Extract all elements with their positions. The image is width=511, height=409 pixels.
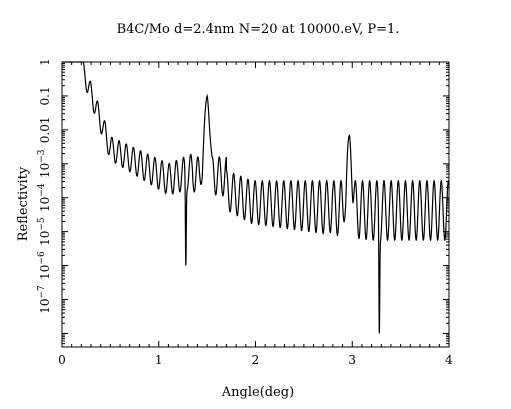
y-tick-label: 10−6: [37, 251, 52, 280]
y-tick-label: 10−7: [37, 285, 52, 314]
x-tick-label: 0: [58, 353, 66, 367]
y-tick-label: 0.01: [38, 116, 52, 143]
y-tick-label: 10−5: [37, 217, 52, 246]
reflectivity-curve: [62, 61, 450, 334]
x-tick-label: 2: [252, 353, 260, 367]
chart-title: B4C/Mo d=2.4nm N=20 at 10000.eV, P=1.: [117, 22, 400, 37]
plot-axes: 0 1 2 3 4 1 0.1 0.01 10−3 10−4 10−5 10−6 10−7: [37, 58, 453, 367]
y-tick-label: 10−3: [37, 149, 52, 178]
x-tick-label: 1: [155, 353, 163, 367]
x-tick-label: 4: [445, 353, 453, 367]
y-tick-label: 10−4: [37, 183, 52, 212]
y-axis-label: Reflectivity: [16, 166, 31, 241]
y-tick-label: 0.1: [38, 86, 52, 105]
x-tick-label: 3: [348, 353, 356, 367]
plot-frame: [61, 61, 450, 348]
x-axis-label: Angle(deg): [221, 385, 294, 400]
y-tick-label: 1: [38, 58, 52, 66]
